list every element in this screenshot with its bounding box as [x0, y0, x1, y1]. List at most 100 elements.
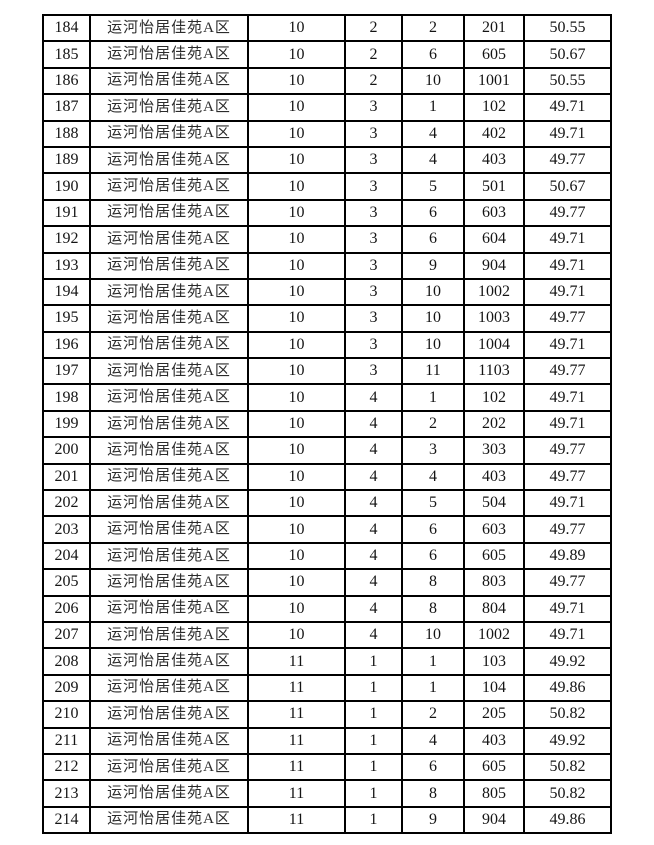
cell-row-number: 196	[42, 330, 91, 360]
cell-community-name: 运河怡居佳苑A区	[89, 383, 249, 412]
cell-area-value: 49.77	[523, 568, 612, 597]
cell-row-number: 200	[42, 436, 91, 465]
cell-room-number: 102	[463, 383, 525, 412]
cell-room-number: 205	[463, 700, 525, 729]
cell-area-value: 50.82	[523, 779, 612, 808]
cell-area-value: 49.71	[523, 251, 612, 280]
cell-building-number: 10	[247, 13, 346, 43]
cell-building-number: 11	[247, 673, 346, 703]
table-row: 207 运河怡居佳苑A区 10 4 10 1002 49.71	[42, 620, 612, 650]
cell-room-number: 501	[463, 172, 525, 201]
cell-unit-number: 3	[344, 93, 403, 122]
table-row: 195 运河怡居佳苑A区 10 3 10 1003 49.77	[42, 304, 612, 333]
cell-row-number: 193	[42, 251, 91, 280]
cell-area-value: 49.71	[523, 277, 612, 307]
cell-unit-number: 4	[344, 489, 403, 518]
table-row: 197 运河怡居佳苑A区 10 3 11 1103 49.77	[42, 357, 612, 386]
cell-row-number: 203	[42, 515, 91, 544]
cell-row-number: 192	[42, 225, 91, 254]
cell-building-number: 11	[247, 726, 346, 755]
cell-building-number: 10	[247, 66, 346, 96]
cell-unit-number: 2	[344, 66, 403, 96]
cell-floor-number: 6	[401, 752, 465, 782]
table-row: 191 运河怡居佳苑A区 10 3 6 603 49.77	[42, 198, 612, 228]
cell-area-value: 49.77	[523, 198, 612, 228]
cell-room-number: 1002	[463, 277, 525, 307]
cell-room-number: 605	[463, 40, 525, 69]
cell-floor-number: 6	[401, 541, 465, 571]
cell-room-number: 904	[463, 251, 525, 280]
cell-row-number: 191	[42, 198, 91, 228]
cell-room-number: 201	[463, 13, 525, 43]
cell-room-number: 1001	[463, 66, 525, 96]
cell-area-value: 49.77	[523, 145, 612, 175]
cell-area-value: 49.71	[523, 383, 612, 412]
cell-community-name: 运河怡居佳苑A区	[89, 489, 249, 518]
cell-row-number: 190	[42, 172, 91, 201]
cell-area-value: 49.71	[523, 489, 612, 518]
cell-room-number: 904	[463, 805, 525, 835]
cell-floor-number: 10	[401, 620, 465, 650]
cell-building-number: 10	[247, 330, 346, 360]
cell-room-number: 805	[463, 779, 525, 808]
cell-building-number: 10	[247, 436, 346, 465]
cell-floor-number: 6	[401, 225, 465, 254]
cell-building-number: 10	[247, 304, 346, 333]
cell-unit-number: 2	[344, 40, 403, 69]
cell-room-number: 1103	[463, 357, 525, 386]
cell-unit-number: 3	[344, 198, 403, 228]
table-row: 201 运河怡居佳苑A区 10 4 4 403 49.77	[42, 462, 612, 492]
cell-building-number: 10	[247, 172, 346, 201]
cell-room-number: 1004	[463, 330, 525, 360]
cell-community-name: 运河怡居佳苑A区	[89, 119, 249, 148]
table-row: 193 运河怡居佳苑A区 10 3 9 904 49.71	[42, 251, 612, 280]
cell-unit-number: 3	[344, 277, 403, 307]
cell-area-value: 49.77	[523, 515, 612, 544]
table-row: 186 运河怡居佳苑A区 10 2 10 1001 50.55	[42, 66, 612, 96]
cell-floor-number: 6	[401, 198, 465, 228]
cell-unit-number: 4	[344, 409, 403, 439]
cell-community-name: 运河怡居佳苑A区	[89, 620, 249, 650]
cell-row-number: 186	[42, 66, 91, 96]
cell-building-number: 10	[247, 251, 346, 280]
cell-unit-number: 4	[344, 620, 403, 650]
cell-building-number: 10	[247, 594, 346, 623]
cell-floor-number: 8	[401, 779, 465, 808]
cell-community-name: 运河怡居佳苑A区	[89, 515, 249, 544]
cell-community-name: 运河怡居佳苑A区	[89, 700, 249, 729]
cell-community-name: 运河怡居佳苑A区	[89, 225, 249, 254]
cell-community-name: 运河怡居佳苑A区	[89, 304, 249, 333]
cell-area-value: 50.67	[523, 172, 612, 201]
cell-area-value: 49.86	[523, 673, 612, 703]
cell-area-value: 50.55	[523, 66, 612, 96]
table-row: 199 运河怡居佳苑A区 10 4 2 202 49.71	[42, 409, 612, 439]
cell-building-number: 11	[247, 805, 346, 835]
cell-building-number: 11	[247, 700, 346, 729]
cell-area-value: 49.71	[523, 225, 612, 254]
table-row: 185 运河怡居佳苑A区 10 2 6 605 50.67	[42, 40, 612, 69]
table-row: 214 运河怡居佳苑A区 11 1 9 904 49.86	[42, 805, 612, 835]
cell-row-number: 205	[42, 568, 91, 597]
cell-community-name: 运河怡居佳苑A区	[89, 752, 249, 782]
cell-area-value: 49.71	[523, 330, 612, 360]
cell-room-number: 603	[463, 198, 525, 228]
cell-row-number: 212	[42, 752, 91, 782]
cell-row-number: 204	[42, 541, 91, 571]
cell-unit-number: 2	[344, 13, 403, 43]
cell-floor-number: 4	[401, 726, 465, 755]
cell-area-value: 50.82	[523, 752, 612, 782]
cell-building-number: 10	[247, 568, 346, 597]
cell-area-value: 50.67	[523, 40, 612, 69]
cell-row-number: 214	[42, 805, 91, 835]
cell-building-number: 10	[247, 462, 346, 492]
cell-building-number: 10	[247, 515, 346, 544]
cell-row-number: 201	[42, 462, 91, 492]
cell-floor-number: 1	[401, 673, 465, 703]
cell-area-value: 49.92	[523, 726, 612, 755]
cell-community-name: 运河怡居佳苑A区	[89, 436, 249, 465]
cell-unit-number: 1	[344, 752, 403, 782]
cell-floor-number: 8	[401, 594, 465, 623]
cell-unit-number: 3	[344, 172, 403, 201]
cell-room-number: 604	[463, 225, 525, 254]
cell-room-number: 504	[463, 489, 525, 518]
